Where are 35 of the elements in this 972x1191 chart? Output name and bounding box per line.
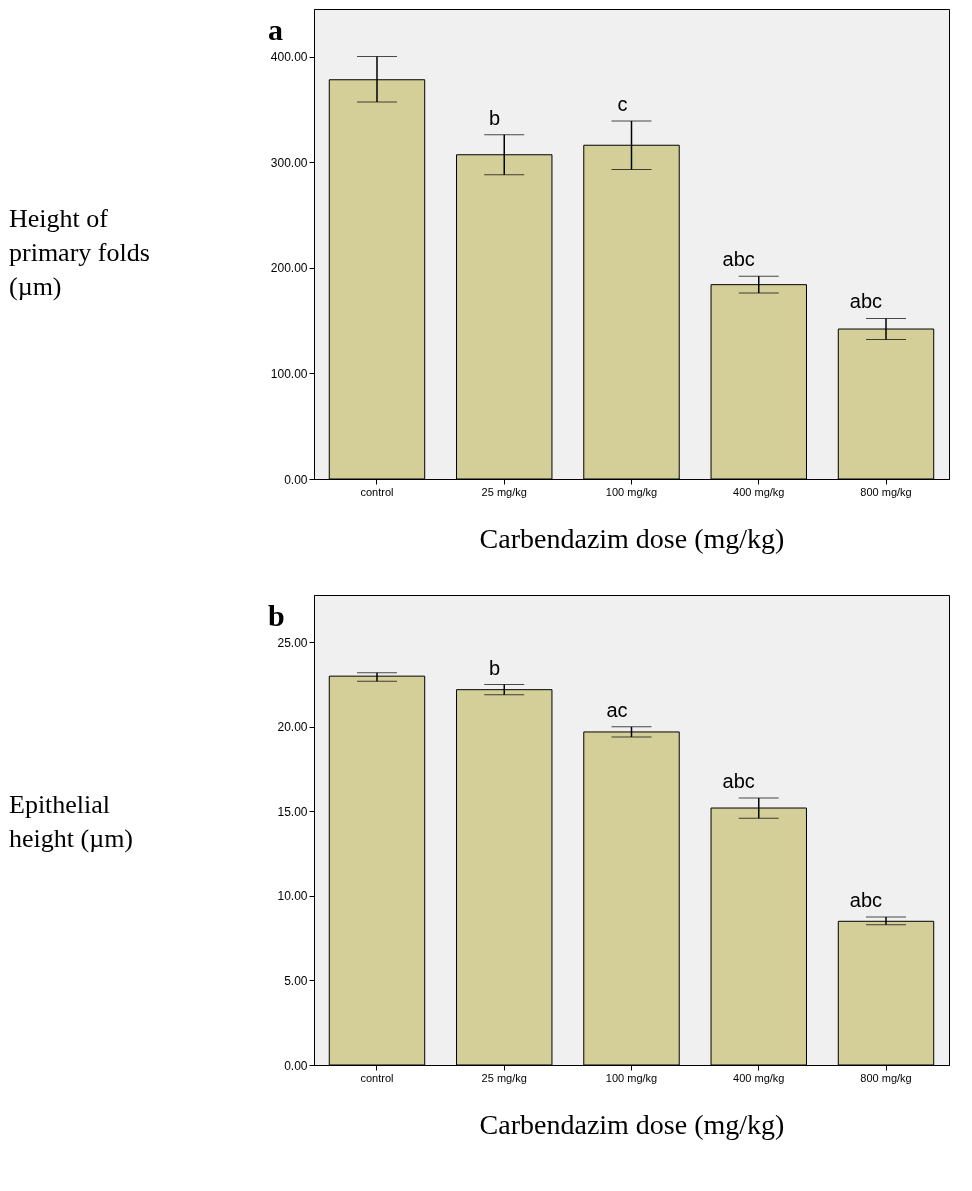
annotation: b — [489, 656, 501, 679]
y-tick-label: 0.00 — [284, 1058, 308, 1073]
y-tick-label: 0.00 — [284, 472, 308, 487]
annotation: ac — [606, 698, 628, 721]
annotation: abc — [849, 290, 883, 313]
x-tick-label: 25 mg/kg — [481, 485, 527, 498]
y-axis-title: Epithelial height (µm) — [9, 790, 134, 853]
x-axis-title: Carbendazim dose (mg/kg) — [479, 1108, 785, 1140]
chart-title: a — [268, 13, 283, 46]
x-tick-label: control — [360, 1071, 394, 1084]
x-tick-label: 800 mg/kg — [860, 1071, 912, 1084]
y-tick-label: 15.00 — [277, 804, 308, 819]
y-tick-label: 300.00 — [270, 155, 308, 170]
annotation: abc — [722, 248, 755, 271]
y-tick-label: 400.00 — [270, 50, 308, 65]
x-tick-label: 400 mg/kg — [733, 1071, 785, 1084]
y-tick-label: 10.00 — [277, 889, 308, 904]
x-tick-label: 25 mg/kg — [481, 1071, 527, 1084]
y-tick-label: 25.00 — [277, 635, 308, 650]
annotation: b — [489, 106, 501, 129]
y-tick-label: 200.00 — [270, 261, 308, 276]
x-tick-label: 800 mg/kg — [860, 485, 912, 498]
y-tick-label: 100.00 — [270, 366, 308, 381]
x-tick-label: 100 mg/kg — [605, 485, 658, 498]
annotation: c — [617, 92, 628, 115]
x-tick-label: control — [360, 485, 394, 498]
annotation: abc — [722, 769, 755, 792]
x-axis-title: Carbendazim dose (mg/kg) — [479, 522, 785, 554]
y-tick-label: 5.00 — [284, 973, 308, 988]
x-tick-label: 100 mg/kg — [605, 1071, 658, 1084]
y-tick-label: 20.00 — [277, 720, 308, 735]
annotation: abc — [849, 889, 883, 912]
y-axis-title: Height of primary folds (µm) — [9, 204, 150, 301]
chart-title: b — [268, 599, 285, 632]
x-tick-label: 400 mg/kg — [733, 485, 785, 498]
